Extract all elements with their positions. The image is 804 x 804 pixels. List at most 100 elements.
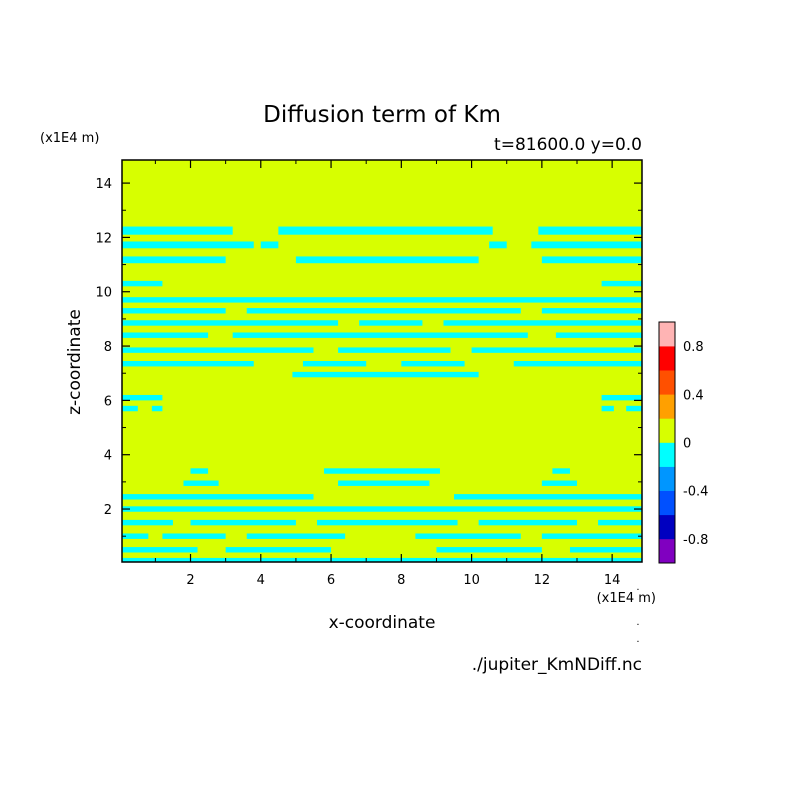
x-tick-label: 2: [186, 573, 194, 588]
field-negative-band: [541, 533, 642, 539]
dot-mark: .: [636, 634, 639, 645]
field-negative-band: [601, 280, 642, 287]
field-negative-band: [122, 256, 226, 264]
field-negative-band: [122, 533, 149, 539]
y-tick-label: 10: [95, 286, 112, 301]
y-tick-label: 12: [95, 231, 112, 246]
field-negative-band: [122, 308, 226, 314]
colorbar-frame: [658, 321, 676, 564]
field-negative-band: [317, 519, 458, 526]
colorbar-segment: [659, 490, 675, 516]
field-negative-band: [122, 547, 198, 553]
plot-frame: [121, 159, 643, 563]
colorbar: 0.8 0.4 0 -0.4 -0.8: [658, 321, 708, 564]
field-negative-band: [555, 332, 642, 338]
colorbar-segment: [659, 394, 675, 419]
field-negative-band: [541, 480, 577, 486]
field-negative-band: [415, 533, 521, 539]
field-negative-band: [601, 394, 642, 401]
field-negative-band: [443, 320, 642, 326]
y-tick-label: 4: [104, 449, 112, 464]
field-negative-band: [454, 494, 642, 500]
dot-mark: .: [636, 582, 639, 593]
y-tick-label: 14: [95, 177, 112, 192]
field-negative-band: [541, 256, 642, 264]
colorbar-tick-label: 0: [683, 437, 691, 452]
field-negative-band: [190, 468, 209, 474]
y-tick-label: 6: [104, 394, 112, 409]
field-negative-band: [302, 361, 367, 367]
field-negative-band: [324, 468, 440, 474]
field-negative-band: [232, 332, 528, 338]
colorbar-tick-label: 0.8: [683, 340, 704, 355]
y-axis-title: z-coordinate: [65, 309, 85, 415]
chart-title: Diffusion term of Km: [263, 102, 501, 128]
field-negative-band: [359, 320, 423, 326]
colorbar-segment: [659, 538, 675, 564]
x-tick-label: 14: [604, 573, 621, 588]
field-negative-band: [278, 226, 493, 235]
field-negative-band: [531, 241, 642, 249]
field-negative-band: [122, 297, 642, 303]
colorbar-segment: [659, 370, 675, 395]
field-negative-band: [295, 256, 479, 264]
field-negative-band: [122, 405, 138, 412]
chart-subtitle: t=81600.0 y=0.0: [494, 135, 642, 155]
field-negative-band: [626, 405, 642, 412]
field-negative-band: [122, 347, 314, 353]
field-negative-band: [122, 394, 163, 401]
field-negative-band: [489, 241, 507, 249]
x-axis-title: x-coordinate: [329, 613, 436, 633]
field-negative-band: [151, 405, 163, 412]
x-tick-label: 4: [257, 573, 265, 588]
y-tick-label: 8: [104, 340, 112, 355]
colorbar-segment: [659, 418, 675, 443]
field-negative-band: [569, 547, 642, 553]
field-negative-band: [122, 320, 339, 326]
field-negative-band: [162, 533, 226, 539]
field-negative-band: [246, 533, 346, 539]
colorbar-tick-label: -0.4: [683, 485, 708, 500]
y-unit-label: (x1E4 m): [40, 131, 99, 146]
field-negative-band: [598, 519, 642, 526]
colorbar-tick-label: 0.4: [683, 388, 704, 403]
field-negative-band: [122, 332, 209, 338]
y-tick-label: 2: [104, 503, 112, 518]
dot-mark: .: [636, 617, 639, 628]
field-negative-band: [260, 241, 279, 249]
x-tick-label: 10: [463, 573, 480, 588]
field-negative-band: [225, 547, 332, 553]
x-unit-label: (x1E4 m): [597, 591, 656, 606]
field-negative-band: [541, 308, 642, 314]
field-negative-band: [338, 347, 451, 353]
field-negative-band: [122, 506, 642, 512]
field-negative-band: [552, 468, 570, 474]
field-negative-band: [538, 226, 642, 235]
field-negative-band: [122, 280, 163, 287]
source-filename: ./jupiter_KmNDiff.nc: [472, 655, 642, 675]
field-negative-band: [401, 361, 465, 367]
colorbar-segment: [659, 346, 675, 371]
field-negative-band: [478, 519, 577, 526]
field-negative-band: [122, 557, 642, 562]
colorbar-segment: [659, 442, 675, 467]
colorbar-segment: [659, 466, 675, 491]
colorbar-segment: [659, 514, 675, 540]
field-negative-band: [471, 347, 642, 353]
field-negative-band: [122, 494, 314, 500]
field-negative-band: [436, 547, 542, 553]
field-negative-band: [122, 519, 173, 526]
field-negative-band: [246, 308, 521, 314]
x-tick-label: 8: [397, 573, 405, 588]
colorbar-segment: [659, 322, 675, 347]
field-negative-band: [183, 480, 219, 486]
field-negative-band: [190, 519, 296, 526]
colorbar-tick-label: -0.8: [683, 533, 708, 548]
x-tick-label: 6: [327, 573, 335, 588]
field-negative-band: [122, 361, 254, 367]
field-negative-band: [513, 361, 642, 367]
field-negative-band: [292, 371, 479, 378]
plot-area: 2 4 6 8 10 12 14 2 4 6 8 10 12 14: [95, 159, 643, 588]
field-negative-band: [601, 405, 614, 412]
